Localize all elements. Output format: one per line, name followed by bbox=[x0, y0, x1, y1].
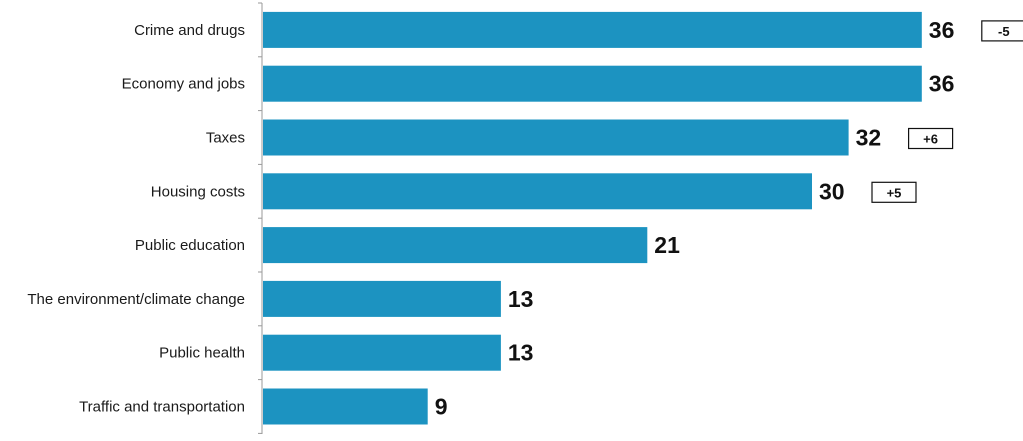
change-badge-label: -5 bbox=[998, 24, 1010, 39]
category-label: Public health bbox=[159, 345, 245, 362]
category-label: The environment/climate change bbox=[27, 291, 245, 308]
data-label: 36 bbox=[929, 71, 955, 97]
bar bbox=[263, 388, 428, 425]
bar bbox=[263, 11, 922, 48]
category-label: Public education bbox=[135, 237, 245, 254]
axis-ticks bbox=[258, 2, 262, 434]
data-label: 13 bbox=[508, 286, 534, 312]
bar bbox=[263, 65, 922, 102]
change-badge-label: +6 bbox=[923, 132, 938, 147]
bar bbox=[263, 334, 501, 371]
category-label: Traffic and transportation bbox=[79, 399, 245, 416]
data-label: 13 bbox=[508, 340, 534, 366]
value-labels: 36 36 32 30 21 13 13 9 bbox=[435, 17, 955, 420]
change-badge-box bbox=[907, 127, 954, 150]
data-label: 21 bbox=[654, 232, 680, 258]
bar bbox=[263, 280, 501, 317]
category-label: Economy and jobs bbox=[122, 76, 245, 93]
change-badge-label: +5 bbox=[887, 185, 902, 200]
category-label: Crime and drugs bbox=[134, 22, 245, 39]
data-label: 30 bbox=[819, 178, 845, 204]
bar bbox=[263, 227, 648, 264]
category-labels: Crime and drugs Economy and jobs Taxes Hous… bbox=[27, 22, 245, 416]
category-label: Taxes bbox=[206, 130, 245, 147]
bars-group bbox=[263, 11, 922, 425]
category-label: Housing costs bbox=[151, 183, 245, 200]
change-badge-box bbox=[981, 20, 1023, 42]
data-label: 32 bbox=[856, 125, 882, 151]
data-label: 36 bbox=[929, 17, 955, 43]
bar bbox=[263, 173, 812, 210]
change-badges: -5 +6 +5 bbox=[871, 20, 1023, 203]
bar bbox=[263, 119, 849, 156]
data-label: 9 bbox=[435, 394, 448, 420]
change-badge-box bbox=[871, 181, 917, 203]
